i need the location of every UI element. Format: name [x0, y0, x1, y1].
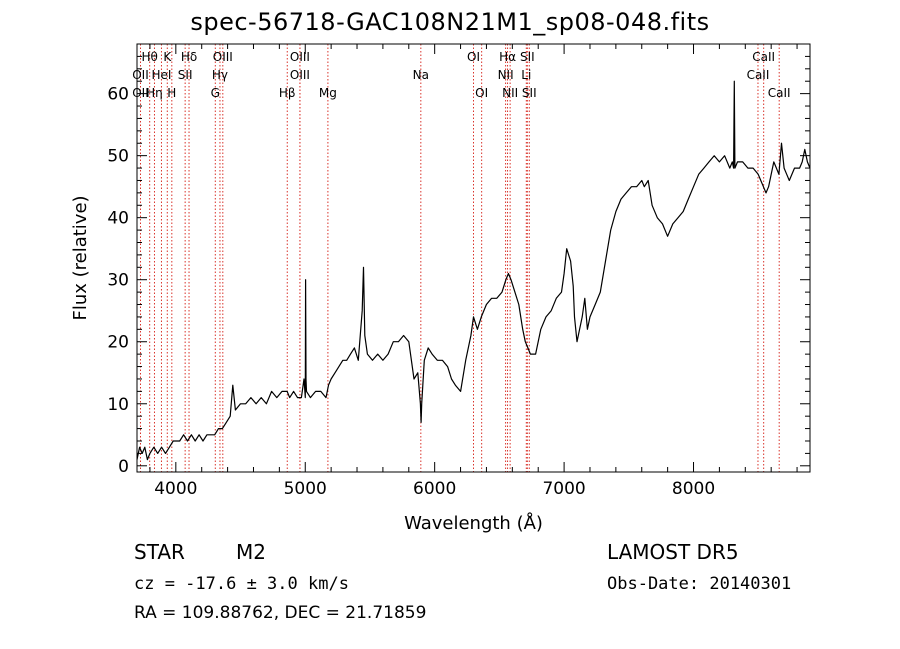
y-axis-label: Flux (relative) — [70, 195, 91, 320]
y-tick-label-0: 0 — [118, 457, 129, 477]
line-label-11: G — [211, 86, 220, 100]
chart-title: spec-56718-GAC108N21M1_sp08-048.fits — [190, 8, 710, 36]
coordinates: RA = 109.88762, DEC = 21.71859 — [134, 603, 427, 623]
line-label-25: CaII — [752, 50, 775, 64]
line-label-19: Hα — [499, 50, 516, 64]
line-label-16: Na — [413, 68, 429, 82]
line-label-3: Hη — [146, 86, 163, 100]
y-tick-label-5: 50 — [107, 147, 129, 167]
line-label-24: SII — [522, 86, 537, 100]
y-tick-label-1: 10 — [107, 395, 129, 415]
y-tick-label-4: 40 — [107, 209, 129, 229]
line-label-4: HeI — [151, 68, 171, 82]
x-tick-label-2: 6000 — [413, 479, 456, 499]
x-tick-label-4: 8000 — [672, 479, 715, 499]
y-tick-label-6: 60 — [107, 85, 129, 105]
survey-label: LAMOST DR5 — [607, 540, 739, 564]
line-label-27: CaII — [768, 86, 791, 100]
line-label-6: H — [167, 86, 176, 100]
spectrum-line-0 — [136, 80, 811, 461]
line-label-5: K — [163, 50, 172, 64]
x-tick-label-0: 4000 — [154, 479, 197, 499]
line-label-17: OI — [467, 50, 480, 64]
object-subclass: M2 — [236, 540, 266, 564]
line-label-9: OIII — [213, 50, 233, 64]
line-label-20: NII — [498, 68, 514, 82]
line-label-22: SII — [520, 50, 535, 64]
x-tick-label-1: 5000 — [284, 479, 327, 499]
line-label-23: Li — [521, 68, 531, 82]
line-label-13: OIII — [290, 68, 310, 82]
redshift-velocity: cz = -17.6 ± 3.0 km/s — [134, 574, 349, 594]
line-label-15: Mg — [319, 86, 337, 100]
line-label-21: NII — [502, 86, 518, 100]
x-axis-label: Wavelength (Å) — [404, 512, 543, 534]
line-label-14: Hβ — [279, 86, 296, 100]
x-tick-label-3: 7000 — [542, 479, 585, 499]
line-label-0: Hθ — [141, 50, 157, 64]
line-label-10: Hγ — [212, 68, 228, 82]
line-label-8: SII — [178, 68, 193, 82]
y-tick-label-3: 30 — [107, 271, 129, 291]
line-label-12: OIII — [290, 50, 310, 64]
line-label-1: OII — [132, 68, 149, 82]
observation-date: Obs-Date: 20140301 — [607, 574, 792, 594]
line-label-2: OII — [132, 86, 149, 100]
line-label-7: Hδ — [181, 50, 197, 64]
line-label-18: OI — [475, 86, 488, 100]
line-label-26: CaII — [747, 68, 770, 82]
y-tick-label-2: 20 — [107, 333, 129, 353]
object-class: STAR — [134, 540, 185, 564]
plot-frame — [136, 43, 811, 473]
